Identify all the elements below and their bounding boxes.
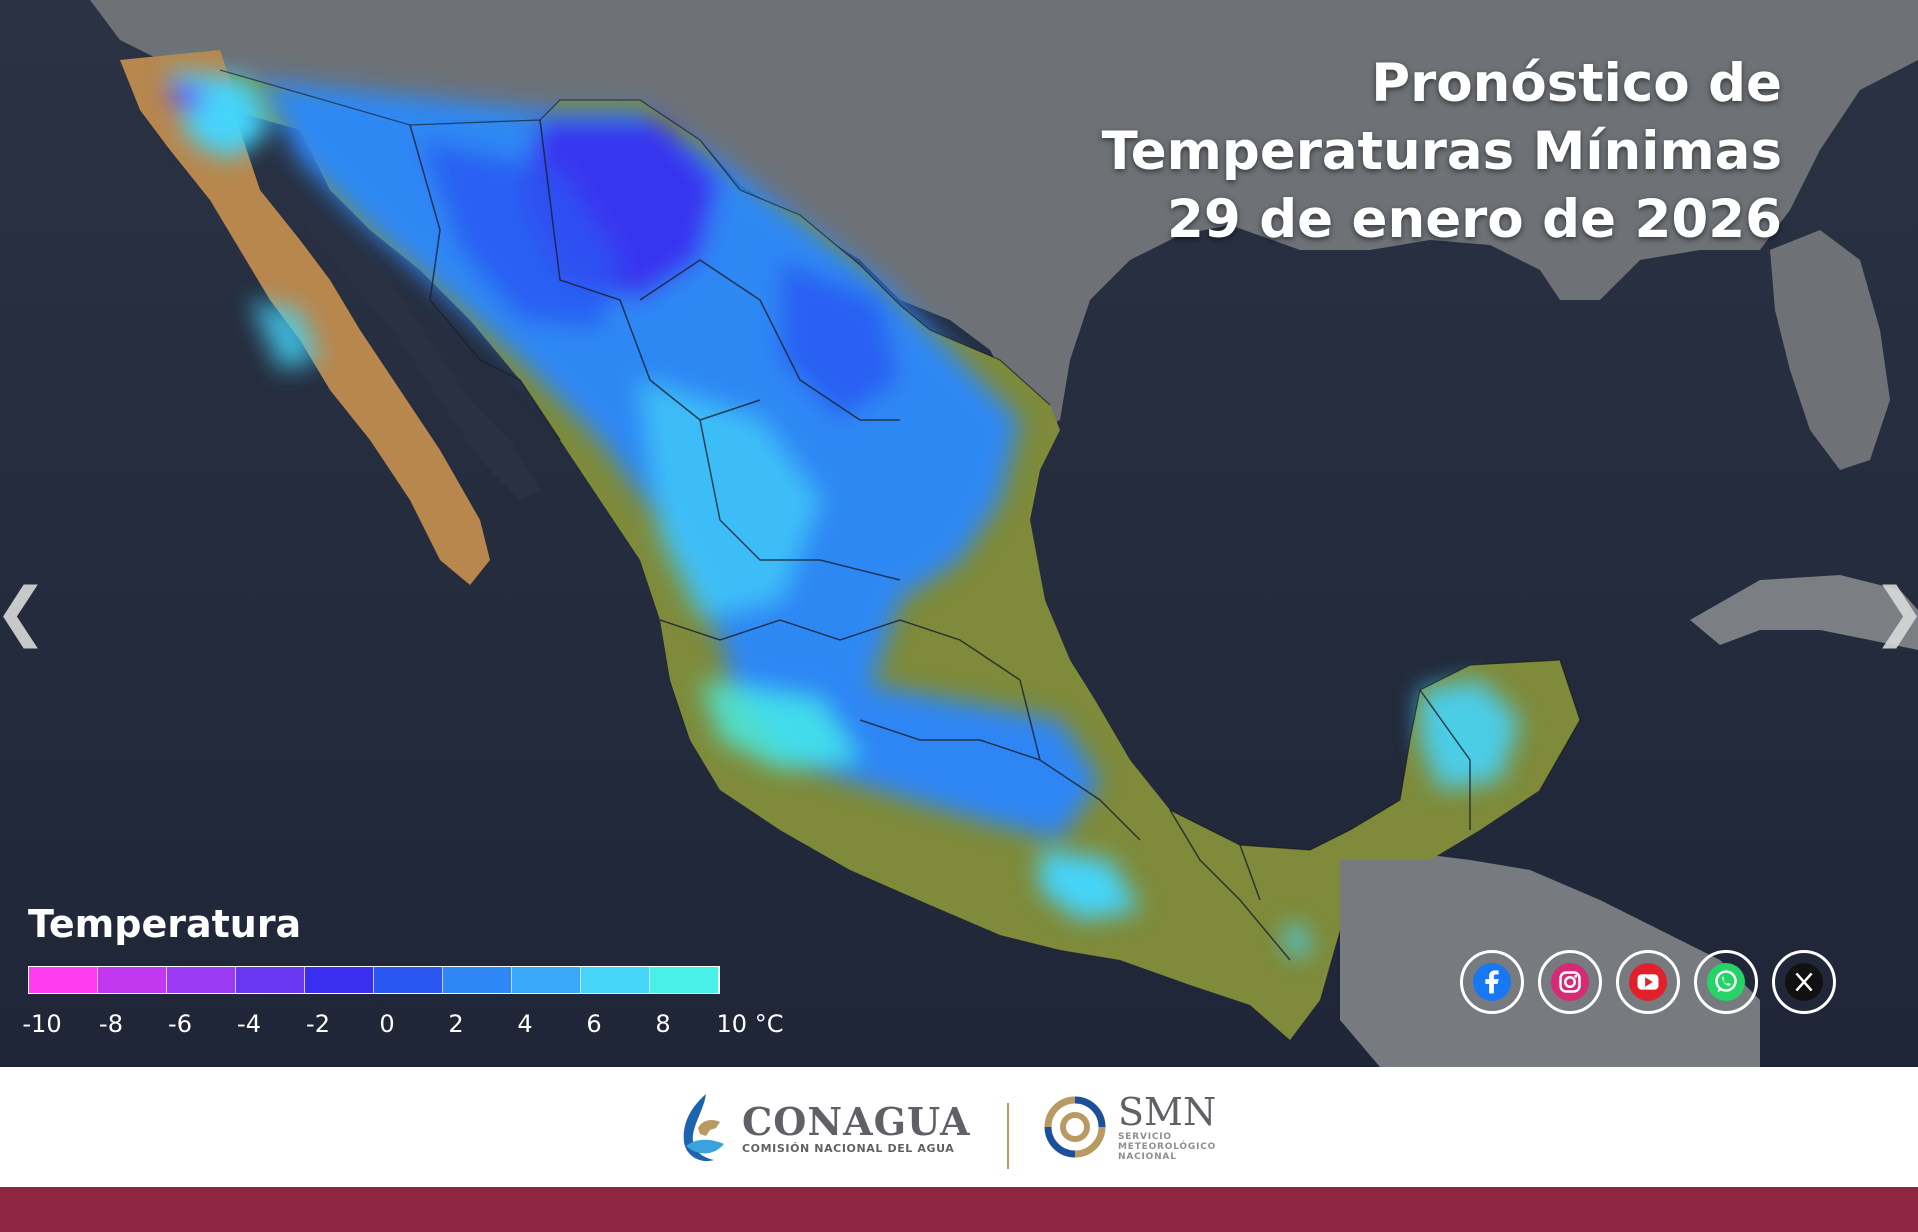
social-links (1460, 950, 1836, 1014)
legend-swatch (236, 967, 305, 993)
legend-tick-labels: -10 -8 -6 -4 -2 0 2 4 6 8 10 °C (14, 1010, 794, 1050)
legend-tick-label: 6 (586, 1010, 602, 1038)
gulf-of-california (230, 110, 540, 500)
legend-swatch (443, 967, 512, 993)
cold-region (165, 70, 1520, 960)
legend-swatch (512, 967, 581, 993)
smn-subtitle-3: NACIONAL (1118, 1152, 1177, 1162)
legend-tick-label: -10 (22, 1010, 62, 1038)
legend-tick-label: 8 (655, 1010, 671, 1038)
legend-swatch (98, 967, 167, 993)
smn-name: SMN (1118, 1090, 1217, 1134)
instagram-icon[interactable] (1538, 950, 1602, 1014)
smn-logo: SMN SERVICIO METEOROLÓGICO NACIONAL (1038, 1090, 1216, 1164)
map-canvas (0, 0, 1918, 1067)
bottom-color-bar (0, 1187, 1918, 1232)
legend-swatch (167, 967, 236, 993)
florida (1770, 230, 1890, 470)
coastlines (219, 69, 1581, 851)
cuba (1690, 575, 1918, 650)
legend-swatch (305, 967, 374, 993)
logo-divider (1007, 1103, 1009, 1169)
map-title: Pronóstico de Temperaturas Mínimas 29 de… (1102, 50, 1782, 254)
legend-tick-label: -2 (306, 1010, 330, 1038)
title-line-1: Pronóstico de (1371, 53, 1782, 114)
next-arrow-icon[interactable]: ❯ (1872, 580, 1918, 644)
conagua-emblem-icon (683, 1094, 724, 1162)
legend-tick-label: -4 (237, 1010, 261, 1038)
smn-subtitle-1: SERVICIO (1118, 1132, 1172, 1142)
smn-subtitle-2: METEOROLÓGICO (1118, 1142, 1217, 1152)
baja-california (120, 50, 490, 585)
temperature-legend: Temperatura -10 -8 -6 -4 -2 0 2 4 6 8 10 °C (14, 900, 783, 1038)
conagua-logo: CONAGUA COMISIÓN NACIONAL DEL AGUA (676, 1090, 970, 1166)
state-borders (409, 119, 1471, 961)
legend-tick-label: 4 (517, 1010, 533, 1038)
legend-tick-label: 10 °C (716, 1010, 784, 1038)
legend-swatch (581, 967, 650, 993)
previous-arrow-icon[interactable]: ❮ (0, 580, 48, 644)
legend-tick-label: 2 (448, 1010, 464, 1038)
conagua-name: CONAGUA (742, 1098, 971, 1144)
legend-swatch (650, 967, 719, 993)
facebook-icon[interactable] (1460, 950, 1524, 1014)
legend-tick-label: -8 (99, 1010, 123, 1038)
legend-color-bar (28, 966, 720, 994)
footer (0, 1067, 1918, 1187)
title-line-2: Temperaturas Mínimas (1101, 121, 1782, 182)
legend-swatch (29, 967, 98, 993)
youtube-icon[interactable] (1616, 950, 1680, 1014)
legend-title: Temperatura (28, 902, 302, 946)
whatsapp-icon[interactable] (1694, 950, 1758, 1014)
temperature-map: Pronóstico de Temperaturas Mínimas 29 de… (0, 0, 1918, 1067)
usa-landmass (90, 0, 1918, 430)
legend-swatch (374, 967, 443, 993)
title-line-3: 29 de enero de 2026 (1166, 189, 1782, 250)
legend-tick-label: -6 (168, 1010, 192, 1038)
smn-emblem-icon (1044, 1096, 1106, 1158)
x-icon[interactable] (1772, 950, 1836, 1014)
legend-tick-label: 0 (379, 1010, 395, 1038)
conagua-subtitle: COMISIÓN NACIONAL DEL AGUA (742, 1141, 955, 1155)
